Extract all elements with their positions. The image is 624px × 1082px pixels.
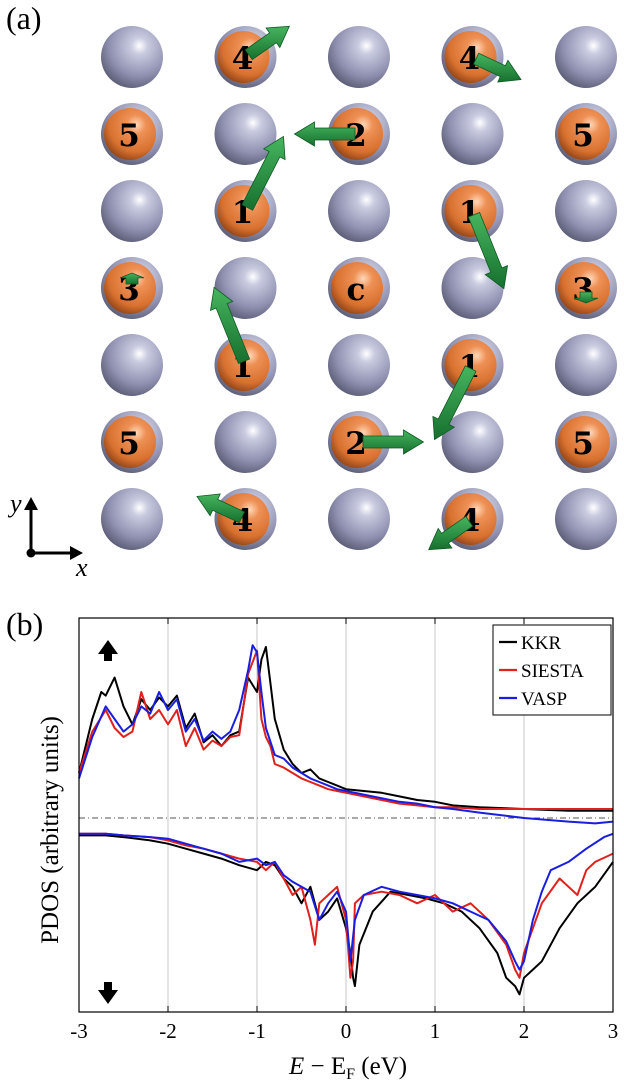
host-atom (101, 26, 163, 88)
chart-legend: KKR SIESTA VASP (492, 624, 612, 716)
x-tick-label: -2 (159, 1019, 177, 1043)
moment-arrow (119, 272, 145, 285)
x-tick-label: 3 (608, 1019, 619, 1043)
host-atom (555, 26, 617, 88)
impurity-atom (104, 416, 156, 468)
impurity-atom (331, 416, 383, 468)
series-kkr-spin-up (78, 646, 613, 812)
impurity-atom (444, 31, 497, 83)
host-atom (555, 334, 617, 396)
site-label: 3 (572, 272, 594, 308)
lattice-panel: (a) 44525113c31152544 (6, 0, 617, 582)
x-tick-label: -1 (248, 1019, 266, 1043)
x-tick-label: 2 (519, 1019, 530, 1043)
host-atom (101, 334, 163, 396)
pdos-panel: (b) -3 -2 -1 0 1 2 3 KKR SIESTA VASP E − EF (eV)… (0, 600, 624, 1082)
y-axis-title: PDOS (arbitrary units) (37, 716, 64, 944)
host-atom (101, 488, 163, 550)
host-atom (328, 488, 390, 550)
pdos-chart: -3 -2 -1 0 1 2 3 KKR SIESTA VASP E − EF (eV) PDO… (37, 617, 619, 1082)
host-atom (214, 411, 277, 473)
lattice-svg: 44525113c31152544 y x (7, 25, 617, 582)
host-atom (101, 180, 163, 242)
site-label: 5 (118, 426, 140, 462)
host-atom (441, 103, 504, 165)
series-vasp-spin-up (78, 644, 614, 825)
impurity-atom (217, 339, 270, 391)
site-label: 2 (345, 426, 367, 462)
site-label: 5 (118, 118, 140, 154)
site-label: 2 (345, 118, 367, 154)
impurity-atom (558, 108, 610, 160)
site-label: 5 (572, 118, 594, 154)
legend-label: SIESTA (521, 661, 584, 682)
impurity-atom (331, 108, 383, 160)
spin-down-arrow (98, 982, 118, 1004)
axis-indicator: y x (7, 489, 88, 582)
host-atom (441, 411, 504, 473)
series-vasp-spin-down (79, 832, 614, 971)
series-siesta-spin-up (78, 649, 613, 810)
moment-arrow (432, 365, 477, 441)
axis-x-label: x (75, 553, 88, 582)
moment-arrow (244, 25, 290, 61)
impurity-atom (104, 108, 156, 160)
impurity-atom (331, 262, 383, 314)
moment-arrow (241, 135, 286, 211)
host-atom (328, 334, 390, 396)
x-tick-label: -3 (70, 1019, 88, 1043)
legend-label: KKR (521, 633, 561, 654)
spin-up-arrow (98, 640, 118, 661)
impurity-atom (444, 339, 497, 391)
host-atom (214, 257, 277, 319)
host-atom (214, 103, 277, 165)
moment-arrow (473, 52, 522, 83)
moment-arrow (428, 515, 474, 551)
x-tick-label: 1 (430, 1019, 441, 1043)
moment-arrow (362, 429, 425, 455)
moment-arrow (209, 286, 251, 365)
host-atom (555, 180, 617, 242)
moment-arrow (467, 211, 509, 290)
host-atom (328, 26, 390, 88)
impurity-atom (558, 416, 610, 468)
panel-a-label: (a) (6, 0, 42, 36)
moment-arrow (573, 291, 599, 304)
axis-y-label: y (7, 489, 22, 518)
moment-arrow (293, 121, 356, 147)
impurity-atom (558, 262, 610, 314)
host-atom (441, 257, 504, 319)
host-atom (555, 488, 617, 550)
panel-b-label: (b) (6, 606, 44, 642)
host-atom (328, 180, 390, 242)
moment-arrow (196, 493, 245, 524)
x-tick-label: 0 (341, 1019, 352, 1043)
site-label: c (347, 272, 366, 308)
site-label: 4 (459, 41, 481, 77)
site-label: 5 (572, 426, 594, 462)
x-axis-title: E − EF (eV) (288, 1053, 407, 1082)
impurity-atom (104, 262, 156, 314)
legend-label: VASP (521, 689, 567, 710)
